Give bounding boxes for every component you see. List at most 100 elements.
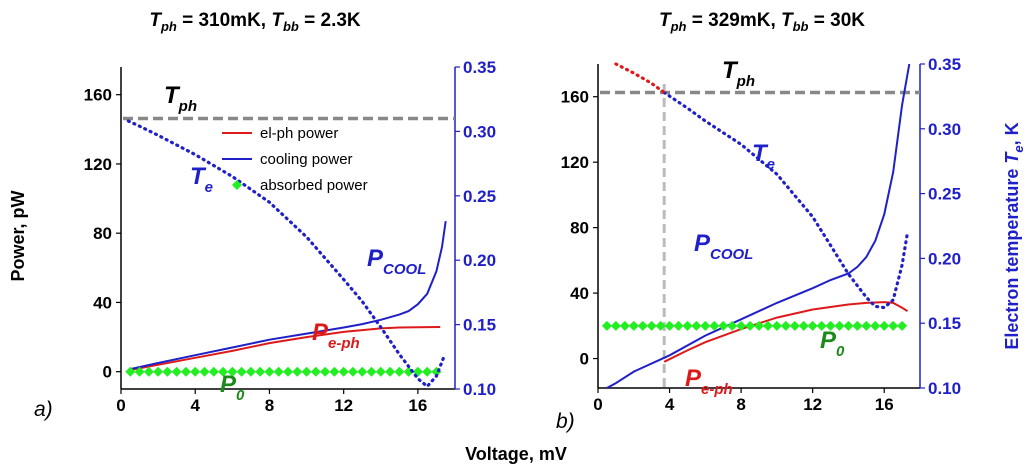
panel-b-absorbed-marker xyxy=(655,320,666,331)
panel-b-title-t2: T xyxy=(781,10,794,31)
panel-b-y-tick-label-right: 0.20 xyxy=(928,249,961,268)
panel-b-title-s1: ph xyxy=(670,19,687,34)
panel-a-title: Tph = 310mK, Tbb = 2.3K xyxy=(149,10,361,34)
panel-a-absorbed-marker xyxy=(180,366,191,377)
panel-b-absorbed-marker xyxy=(834,320,845,331)
panel-b-x-tick-label: 4 xyxy=(665,395,675,414)
panel-a-absorbed-marker xyxy=(320,366,331,377)
panel-a-absorbed-marker xyxy=(329,366,340,377)
panel-b-absorbed-marker xyxy=(673,320,684,331)
panel-a-tph-annotation: Tph xyxy=(164,82,197,115)
panel-a-absorbed-marker xyxy=(292,366,303,377)
y-axis-label-left: Power, pW xyxy=(8,190,28,281)
panel-b-absorbed-marker xyxy=(843,320,854,331)
panel-b-y-tick-label-left: 40 xyxy=(570,284,589,303)
legend-label: cooling power xyxy=(260,151,353,168)
panel-a-x-tick-label: 12 xyxy=(334,396,353,415)
panel-b-absorbed-marker xyxy=(879,320,890,331)
panel-a-title-t2: T xyxy=(271,10,284,31)
panel-a-x-tick-label: 16 xyxy=(408,396,427,415)
panel-b-absorbed-marker xyxy=(780,320,791,331)
panel-a-plot: 0 4 8 12 16040801201600.100.150.200.250.300.… xyxy=(84,58,496,415)
panel-a-absorbed-marker xyxy=(273,366,284,377)
panel-b-x-tick-label: 8 xyxy=(736,395,745,414)
panel-b-y-tick-label-left: 80 xyxy=(570,219,589,238)
panel-b-absorbed-marker xyxy=(619,320,630,331)
panel-b-y-tick-label-right: 0.30 xyxy=(928,120,961,139)
panel-a-absorbed-marker xyxy=(338,366,349,377)
legend-label: absorbed power xyxy=(260,177,368,194)
panel-b-absorbed-marker xyxy=(664,320,675,331)
panel-a-absorbed-marker xyxy=(347,366,358,377)
panel-a-y-tick-label-left: 160 xyxy=(84,86,112,105)
panel-a-p0-annotation: P0 xyxy=(220,371,245,404)
panel-a-te-curve xyxy=(126,119,446,389)
panel-a-title-m2: = 2.3K xyxy=(299,10,361,31)
panel-a-elph-power-line xyxy=(130,326,441,371)
panel-b-y-tick-label-left: 160 xyxy=(561,88,589,107)
panel-a-absorbed-marker xyxy=(162,366,173,377)
panel-a-absorbed-marker xyxy=(385,366,396,377)
panel-a-label: a) xyxy=(34,398,53,421)
panel-b-absorbed-marker xyxy=(637,320,648,331)
panel-b-absorbed-marker xyxy=(870,320,881,331)
panel-b-absorbed-marker xyxy=(762,320,773,331)
legend-label: el-ph power xyxy=(260,125,338,142)
panel-b-absorbed-marker xyxy=(754,320,764,331)
panel-a-absorbed-marker xyxy=(394,366,405,377)
panel-b-absorbed-marker xyxy=(825,320,836,331)
panel-b-title-s2: bb xyxy=(793,19,809,34)
panel-b-absorbed-marker xyxy=(852,320,863,331)
panel-b-plot: 0 4 8 12 16040801201600.100.150.200.250.300.… xyxy=(561,55,961,414)
panel-b-absorbed-marker xyxy=(789,320,800,331)
panel-b-title-t1: T xyxy=(659,10,672,31)
panel-a-absorbed-marker xyxy=(143,366,154,377)
panel-a-title-s1: ph xyxy=(160,19,177,34)
legend-swatch-absorbed xyxy=(232,180,242,190)
panel-a-absorbed-marker xyxy=(255,366,266,377)
panel-b-absorbed-marker xyxy=(682,320,693,331)
panel-a-cooling-power-line xyxy=(130,220,447,371)
panel-a-absorbed-marker xyxy=(218,366,229,377)
panel-b-x-tick-label: 16 xyxy=(875,395,894,414)
panel-b-absorbed-marker xyxy=(816,320,827,331)
panel-a-te-annotation: Te xyxy=(190,163,213,196)
panel-a-y-tick-label-left: 0 xyxy=(103,363,112,382)
panel-b-peph-annotation: Pe-ph xyxy=(685,365,733,398)
panel-b-y-tick-label-right: 0.35 xyxy=(928,55,961,74)
panel-a-y-tick-label-right: 0.20 xyxy=(463,251,496,270)
panel-a-absorbed-marker xyxy=(422,366,433,377)
panel-a-absorbed-marker xyxy=(245,366,256,377)
panel-b-absorbed-marker xyxy=(610,320,621,331)
panel-a-absorbed-marker xyxy=(208,366,219,377)
panel-b-y-tick-label-right: 0.10 xyxy=(928,379,961,398)
panel-a-title-m1: = 310mK, xyxy=(177,10,272,31)
panel-b-absorbed-marker xyxy=(628,320,639,331)
panel-a-y-tick-label-right: 0.30 xyxy=(463,122,496,141)
panel-b-p0-annotation: P0 xyxy=(820,327,845,360)
panel-a-x-tick-label: 8 xyxy=(265,396,274,415)
panel-b-x-tick-label: 12 xyxy=(803,395,822,414)
panel-b-absorbed-marker xyxy=(897,320,908,331)
panel-b-absorbed-marker xyxy=(709,320,720,331)
panel-b-absorbed-marker xyxy=(691,320,702,331)
panel-b-absorbed-marker xyxy=(727,320,738,331)
panel-b-absorbed-marker xyxy=(646,320,657,331)
panel-a-absorbed-marker xyxy=(375,366,386,377)
panel-b-absorbed-marker xyxy=(798,320,809,331)
panel-a-y-tick-label-left: 120 xyxy=(84,155,112,174)
panel-b-tph-annotation: Tph xyxy=(722,57,755,90)
panel-a-x-tick-label: 0 xyxy=(116,396,125,415)
panel-b-cooling-power-line xyxy=(606,63,911,389)
panel-b: Tph = 329mK, Tbb = 30K b) 0 4 8 12 160408012… xyxy=(556,10,961,433)
panel-a-y-tick-label-right: 0.35 xyxy=(463,58,496,77)
panel-a-absorbed-marker xyxy=(199,366,210,377)
panel-b-y-tick-label-right: 0.15 xyxy=(928,314,961,333)
panel-b-y-tick-label-right: 0.25 xyxy=(928,185,961,204)
panel-a-y-tick-label-right: 0.15 xyxy=(463,316,496,335)
panel-b-x-tick-label: 0 xyxy=(593,395,602,414)
panel-b-absorbed-marker xyxy=(736,320,747,331)
panel-b-elph-power-line xyxy=(663,301,909,363)
panel-a-y-tick-label-left: 80 xyxy=(93,224,112,243)
